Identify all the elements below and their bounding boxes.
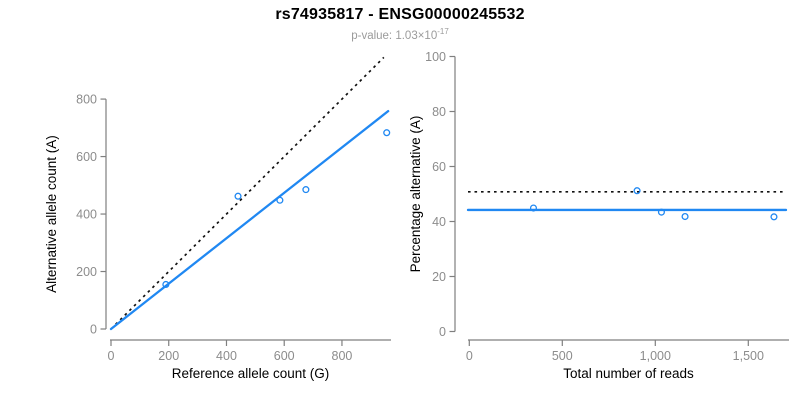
y-tick-label: 600 [76,150,97,164]
data-point [681,213,689,221]
x-axis-title: Total number of reads [563,366,694,381]
identity-line [110,56,385,330]
y-tick-label: 800 [76,93,97,107]
data-point [383,129,391,137]
page-title: rs74935817 - ENSG00000245532 [275,6,525,23]
data-point [529,204,538,212]
p-value-text: p-value: 1.03×10 [351,29,438,42]
p-value-subtitle: p-value: 1.03×10-17 [0,27,800,42]
x-tick-label: 1,000 [640,349,671,363]
x-tick-label: 0 [466,349,473,363]
y-tick-label: 0 [90,323,97,337]
y-tick-label: 40 [432,215,446,229]
data-point [657,208,665,216]
y-tick-label: 0 [439,325,446,339]
y-tick-label: 20 [432,270,446,284]
data-point [234,192,242,200]
x-tick-label: 600 [274,349,295,363]
x-tick-label: 1,500 [733,349,764,363]
data-point [162,280,170,289]
y-tick-label: 60 [432,160,446,174]
p-value-exponent: -17 [437,27,449,36]
y-tick-label: 80 [432,105,446,119]
fitted-line [109,110,390,331]
x-tick-label: 200 [158,349,179,363]
x-tick-label: 800 [332,349,353,363]
data-point [633,187,641,195]
data-point [770,213,778,221]
x-tick-label: 0 [108,349,115,363]
x-axis-title: Reference allele count (G) [172,366,330,381]
data-point [302,186,310,194]
y-tick-label: 400 [76,208,97,222]
percentage-vs-reads-scatter: 0 20 40 60 80 100 0 500 1,000 1,500 Total number o… [408,50,789,381]
x-tick-label: 400 [216,349,237,363]
chart-header: rs74935817 - ENSG00000245532 p-value: 1.… [0,6,800,42]
y-tick-label: 200 [76,265,97,279]
y-axis-title: Alternative allele count (A) [44,135,59,293]
x-tick-label: 500 [552,349,573,363]
y-tick-label: 100 [425,50,446,64]
y-axis-title: Percentage alternative (A) [408,116,423,273]
data-point [276,196,284,204]
